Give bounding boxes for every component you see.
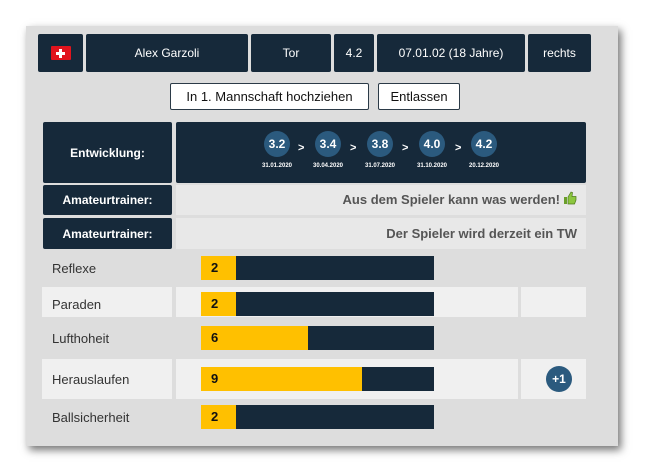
stage-arrow: > <box>402 142 409 154</box>
skill-value: 2 <box>211 296 219 311</box>
player-position: Tor <box>251 34 331 72</box>
thumbs-up-icon <box>564 191 577 205</box>
stage-value: 3.8 <box>367 131 393 157</box>
stage-value: 4.0 <box>419 131 445 157</box>
promote-button[interactable]: In 1. Mannschaft hochziehen <box>170 83 369 110</box>
dismiss-button[interactable]: Entlassen <box>378 83 460 110</box>
skill-bar: 2 <box>201 405 434 429</box>
skill-row-divider <box>518 359 521 399</box>
player-birthdate: 07.01.02 (18 Jahre) <box>377 34 525 72</box>
skill-bar: 9 <box>201 367 434 391</box>
development-stage: 3.4 30.04.2020 <box>303 131 353 169</box>
trainer-comment-row <box>176 185 586 215</box>
development-stage: 4.2 20.12.2020 <box>459 131 509 169</box>
skill-bar-fill <box>201 292 236 316</box>
skill-label: Reflexe <box>52 261 97 276</box>
player-rating: 4.2 <box>334 34 374 72</box>
skill-bar: 2 <box>201 256 434 280</box>
swiss-flag-icon <box>50 46 71 60</box>
stage-value: 3.4 <box>315 131 341 157</box>
skill-bar: 2 <box>201 292 434 316</box>
stage-date: 20.12.2020 <box>468 163 500 169</box>
skill-value: 2 <box>211 260 219 275</box>
stage-date: 31.01.2020 <box>261 163 293 169</box>
skill-label: Lufthoheit <box>52 331 110 346</box>
development-stage: 4.0 31.10.2020 <box>407 131 457 169</box>
stage-arrow: > <box>455 142 462 154</box>
player-foot: rechts <box>528 34 591 72</box>
stage-date: 30.04.2020 <box>312 163 344 169</box>
player-name[interactable]: Alex Garzoli <box>86 34 248 72</box>
trainer-comment: Aus dem Spieler kann was werden! <box>342 192 560 207</box>
skill-row-divider <box>518 287 521 317</box>
skill-value: 6 <box>211 330 219 345</box>
development-stage: 3.8 31.07.2020 <box>355 131 405 169</box>
skill-bar-fill <box>201 256 236 280</box>
skill-bar: 6 <box>201 326 434 350</box>
skill-bar-fill <box>201 405 236 429</box>
stage-arrow: > <box>298 142 305 154</box>
stage-date: 31.07.2020 <box>364 163 396 169</box>
skill-bar-fill <box>201 326 308 350</box>
skill-row-divider <box>172 359 176 399</box>
development-label: Entwicklung: <box>43 122 172 183</box>
stage-arrow: > <box>350 142 357 154</box>
flag-cell <box>38 34 83 72</box>
trainer-comment-row <box>176 218 586 249</box>
skill-row-divider <box>172 287 176 317</box>
development-stage: 3.2 31.01.2020 <box>252 131 302 169</box>
stage-date: 31.10.2020 <box>416 163 448 169</box>
trainer-label: Amateurtrainer: <box>43 218 172 249</box>
skill-bonus-badge[interactable]: +1 <box>546 366 572 392</box>
stage-value: 4.2 <box>471 131 497 157</box>
skill-label: Ballsicherheit <box>52 410 130 425</box>
skill-label: Herauslaufen <box>52 372 130 387</box>
skill-value: 9 <box>211 371 219 386</box>
skill-label: Paraden <box>52 297 102 312</box>
stage-value: 3.2 <box>264 131 290 157</box>
trainer-comment: Der Spieler wird derzeit ein TW <box>386 226 577 241</box>
skill-value: 2 <box>211 409 219 424</box>
trainer-label: Amateurtrainer: <box>43 185 172 215</box>
skill-bar-fill <box>201 367 362 391</box>
